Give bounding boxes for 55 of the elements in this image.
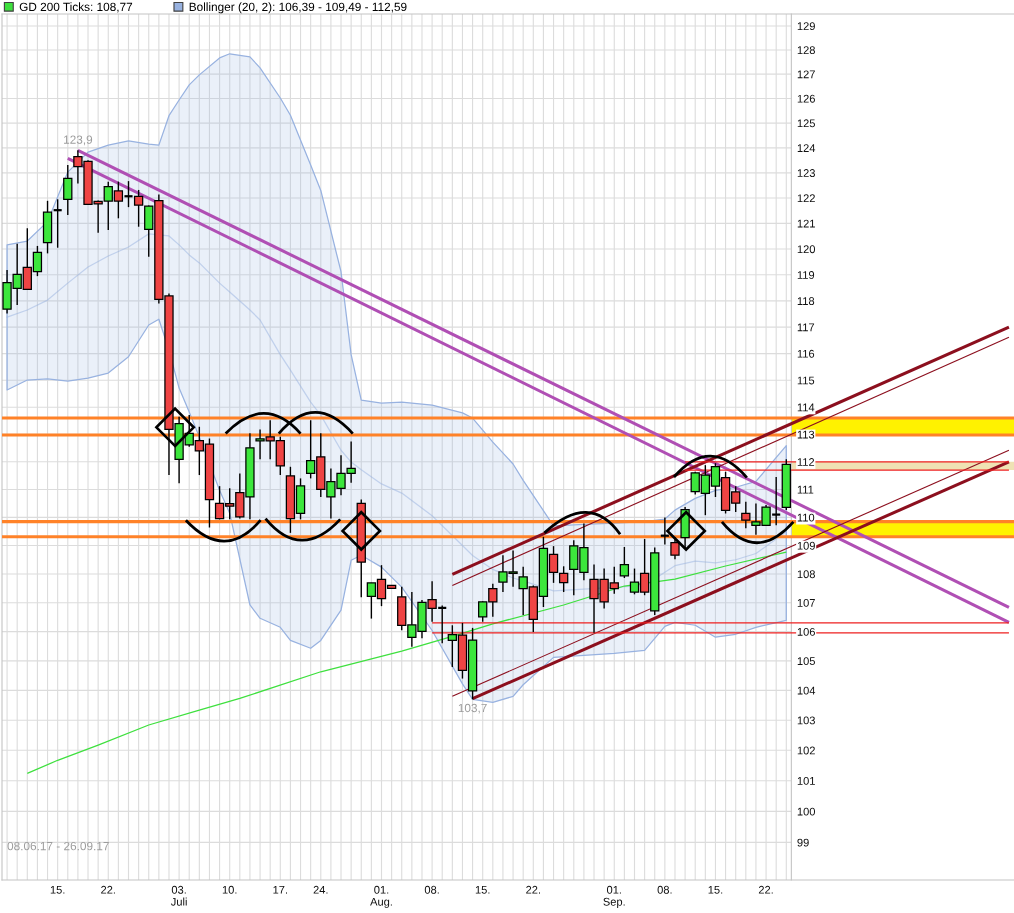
y-tick-label: 121 [797,219,815,228]
x-tick-label: 03. Juli [170,885,187,906]
annotation: 103,7 [458,703,487,714]
y-tick-label: 110 [797,513,815,522]
x-tick-label: 22. [758,885,773,894]
x-tick-label: 15. [475,885,490,894]
y-tick-label: 107 [797,598,815,607]
y-tick-label: 101 [797,776,815,785]
y-tick-label: 123 [797,169,815,177]
candlestick [558,565,569,593]
candlestick [63,164,73,216]
y-tick-label: 128 [797,46,815,55]
y-tick-label: 104 [797,686,816,695]
x-tick-label: 22. [526,885,541,894]
y-tick-label: 120 [797,245,816,254]
y-tick-label: 109 [797,541,815,550]
y-tick-label: 127 [797,70,815,79]
y-tick-label: 115 [797,376,815,385]
y-tick-label: 103 [797,716,815,725]
y-tick-label: 126 [797,94,815,103]
legend-label: Bollinger (20, 2): 106,39 - 109,49 - 112,59 [189,2,407,14]
y-tick-label: 116 [797,349,815,358]
y-tick-label: 118 [797,297,815,305]
x-tick-label: 17. [273,885,288,894]
y-tick-label: 100 [797,807,816,816]
x-tick-label: 01. Sep. [603,885,625,908]
y-tick-label: 106 [797,627,815,636]
y-tick-label: 111 [797,485,814,494]
line-series [26,551,787,774]
x-tick-label: 15. [50,885,65,894]
y-tick-label: 102 [797,746,815,755]
x-tick-label: 22. [101,885,115,894]
x-tick-label: 08. [657,885,672,894]
y-tick-label: 105 [797,657,815,666]
y-tick-label: 124 [797,144,816,152]
x-tick-label: 01. Aug. [370,885,392,908]
x-tick-label: 24. [313,885,328,894]
x-tick-label: 15. [708,885,723,894]
y-tick-label: 99 [797,838,809,847]
y-tick-label: 122 [797,194,815,203]
candlestick [619,546,630,579]
y-tick-label: 129 [797,22,815,31]
y-tick-label: 114 [797,403,815,412]
candlestick [741,501,751,530]
x-tick-label: 10. [222,885,237,894]
y-tick-label: 113 [797,430,815,439]
legend-label: GD 200 Ticks: 108,77 [19,2,133,13]
y-tick-label: 119 [797,271,815,279]
annotation: 123,9 [64,135,93,146]
y-tick-label: 108 [797,570,815,579]
y-tick-label: 117 [797,323,815,332]
y-tick-label: 125 [797,119,815,128]
annotation: 08.06.17 - 26.09.17 [7,841,109,851]
y-tick-label: 112 [797,458,815,466]
x-tick-label: 08. [424,885,439,894]
